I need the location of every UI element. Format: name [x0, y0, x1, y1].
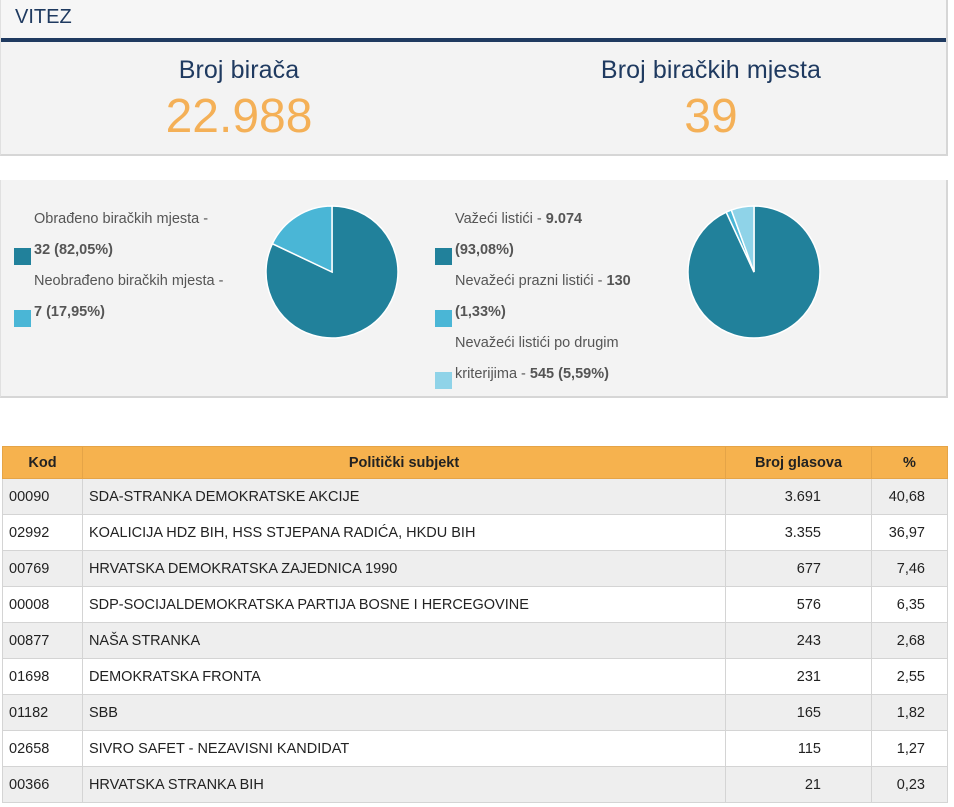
legend-swatch — [14, 310, 31, 327]
party-name: HRVATSKA DEMOKRATSKA ZAJEDNICA 1990 — [81, 550, 727, 587]
vote-percent: 2,68 — [870, 622, 949, 659]
party-name: SIVRO SAFET - NEZAVISNI KANDIDAT — [81, 730, 727, 767]
legend-value: 32 (82,05%) — [34, 242, 113, 258]
header-code[interactable]: Kod — [2, 446, 83, 479]
party-code: 00090 — [2, 478, 83, 515]
legend-item-unprocessed: Neobrađeno biračkih mjesta - 7 (17,95%) — [14, 266, 244, 328]
legend-swatch — [435, 248, 452, 265]
vote-count: 231 — [725, 658, 872, 695]
stations-stat: Broj biračkih mjesta 39 — [473, 56, 949, 143]
voters-value: 22.988 — [165, 90, 313, 143]
ballots-pie-chart — [687, 205, 821, 339]
vote-count: 243 — [725, 622, 872, 659]
legend-percent: (93,08%) — [455, 242, 514, 258]
party-code: 00366 — [2, 766, 83, 803]
party-name: NAŠA STRANKA — [81, 622, 727, 659]
vote-count: 677 — [725, 550, 872, 587]
legend-label: Nevažeći prazni listići - — [455, 273, 607, 289]
legend-item-valid: Važeći listići - 9.074 (93,08%) — [435, 204, 675, 266]
vote-count: 115 — [725, 730, 872, 767]
table-row: 02992 KOALICIJA HDZ BIH, HSS STJEPANA RAD… — [2, 514, 949, 551]
table-row: 01698 DEMOKRATSKA FRONTA 231 2,55 — [2, 658, 949, 695]
legend-value: 545 (5,59%) — [529, 366, 609, 382]
vote-count: 3.355 — [725, 514, 872, 551]
vote-count: 3.691 — [725, 478, 872, 515]
stations-pie-slice-1[interactable] — [271, 205, 333, 274]
legend-percent: (1,33%) — [455, 304, 506, 320]
stations-pie-chart — [265, 205, 399, 339]
legend-label: Važeći listići - — [455, 211, 546, 227]
party-name: DEMOKRATSKA FRONTA — [81, 658, 727, 695]
voters-stat: Broj birača 22.988 — [1, 56, 477, 143]
voters-label: Broj birača — [178, 56, 300, 84]
header-party[interactable]: Politički subjekt — [81, 446, 727, 479]
table-row: 01182 SBB 165 1,82 — [2, 694, 949, 731]
party-name: SDA-STRANKA DEMOKRATSKE AKCIJE — [81, 478, 727, 515]
legend-item-processed: Obrađeno biračkih mjesta - 32 (82,05%) — [14, 204, 244, 266]
party-name: KOALICIJA HDZ BIH, HSS STJEPANA RADIĆA, … — [81, 514, 727, 551]
legend-label: Neobrađeno biračkih mjesta - — [34, 273, 224, 289]
party-name: HRVATSKA STRANKA BIH — [81, 766, 727, 803]
party-code: 02992 — [2, 514, 83, 551]
legend-value: 7 (17,95%) — [34, 304, 105, 320]
table-row: 00008 SDP-SOCIJALDEMOKRATSKA PARTIJA BOSN… — [2, 586, 949, 623]
page-title: VITEZ — [15, 6, 72, 28]
vote-percent: 40,68 — [870, 478, 949, 515]
vote-count: 21 — [725, 766, 872, 803]
header-votes[interactable]: Broj glasova — [725, 446, 872, 479]
ballots-legend: Važeći listići - 9.074 (93,08%) Nevažeći… — [435, 204, 675, 390]
party-code: 00877 — [2, 622, 83, 659]
charts-panel: Obrađeno biračkih mjesta - 32 (82,05%) N… — [0, 180, 948, 398]
table-row: 00366 HRVATSKA STRANKA BIH 21 0,23 — [2, 766, 949, 803]
ballots-pie-slice-2[interactable] — [730, 205, 755, 273]
stations-legend: Obrađeno biračkih mjesta - 32 (82,05%) N… — [14, 204, 244, 328]
legend-label: Obrađeno biračkih mjesta - — [34, 211, 209, 227]
party-name: SBB — [81, 694, 727, 731]
stations-label: Broj biračkih mjesta — [600, 56, 822, 84]
vote-percent: 6,35 — [870, 586, 949, 623]
table-header-row: Kod Politički subjekt Broj glasova % — [2, 446, 949, 479]
vote-percent: 1,82 — [870, 694, 949, 731]
vote-percent: 2,55 — [870, 658, 949, 695]
legend-swatch — [435, 310, 452, 327]
legend-label: Nevažeći listići po drugim — [455, 335, 619, 351]
legend-value: 130 — [606, 273, 631, 289]
legend-swatch — [14, 248, 31, 265]
party-code: 02658 — [2, 730, 83, 767]
legend-value: 9.074 — [545, 211, 583, 227]
results-table: Kod Politički subjekt Broj glasova % 000… — [2, 446, 949, 803]
stations-value: 39 — [684, 90, 738, 143]
legend-item-blank: Nevažeći prazni listići - 130 (1,33%) — [435, 266, 675, 328]
vote-count: 576 — [725, 586, 872, 623]
legend-label: kriterijima - — [455, 366, 530, 382]
table-row: 00877 NAŠA STRANKA 243 2,68 — [2, 622, 949, 659]
header-percent[interactable]: % — [870, 446, 949, 479]
title-bar — [1, 0, 946, 42]
party-code: 01698 — [2, 658, 83, 695]
vote-percent: 1,27 — [870, 730, 949, 767]
vote-percent: 0,23 — [870, 766, 949, 803]
summary-panel: VITEZ Broj birača 22.988 Broj biračkih m… — [0, 0, 948, 156]
party-code: 01182 — [2, 694, 83, 731]
vote-percent: 7,46 — [870, 550, 949, 587]
table-row: 00090 SDA-STRANKA DEMOKRATSKE AKCIJE 3.691… — [2, 478, 949, 515]
vote-percent: 36,97 — [870, 514, 949, 551]
legend-swatch — [435, 372, 452, 389]
party-code: 00769 — [2, 550, 83, 587]
table-row: 02658 SIVRO SAFET - NEZAVISNI KANDIDAT 115… — [2, 730, 949, 767]
legend-item-other-invalid: Nevažeći listići po drugim kriterijima -… — [435, 328, 675, 390]
party-name: SDP-SOCIJALDEMOKRATSKA PARTIJA BOSNE I H… — [81, 586, 727, 623]
party-code: 00008 — [2, 586, 83, 623]
table-row: 00769 HRVATSKA DEMOKRATSKA ZAJEDNICA 1990… — [2, 550, 949, 587]
vote-count: 165 — [725, 694, 872, 731]
